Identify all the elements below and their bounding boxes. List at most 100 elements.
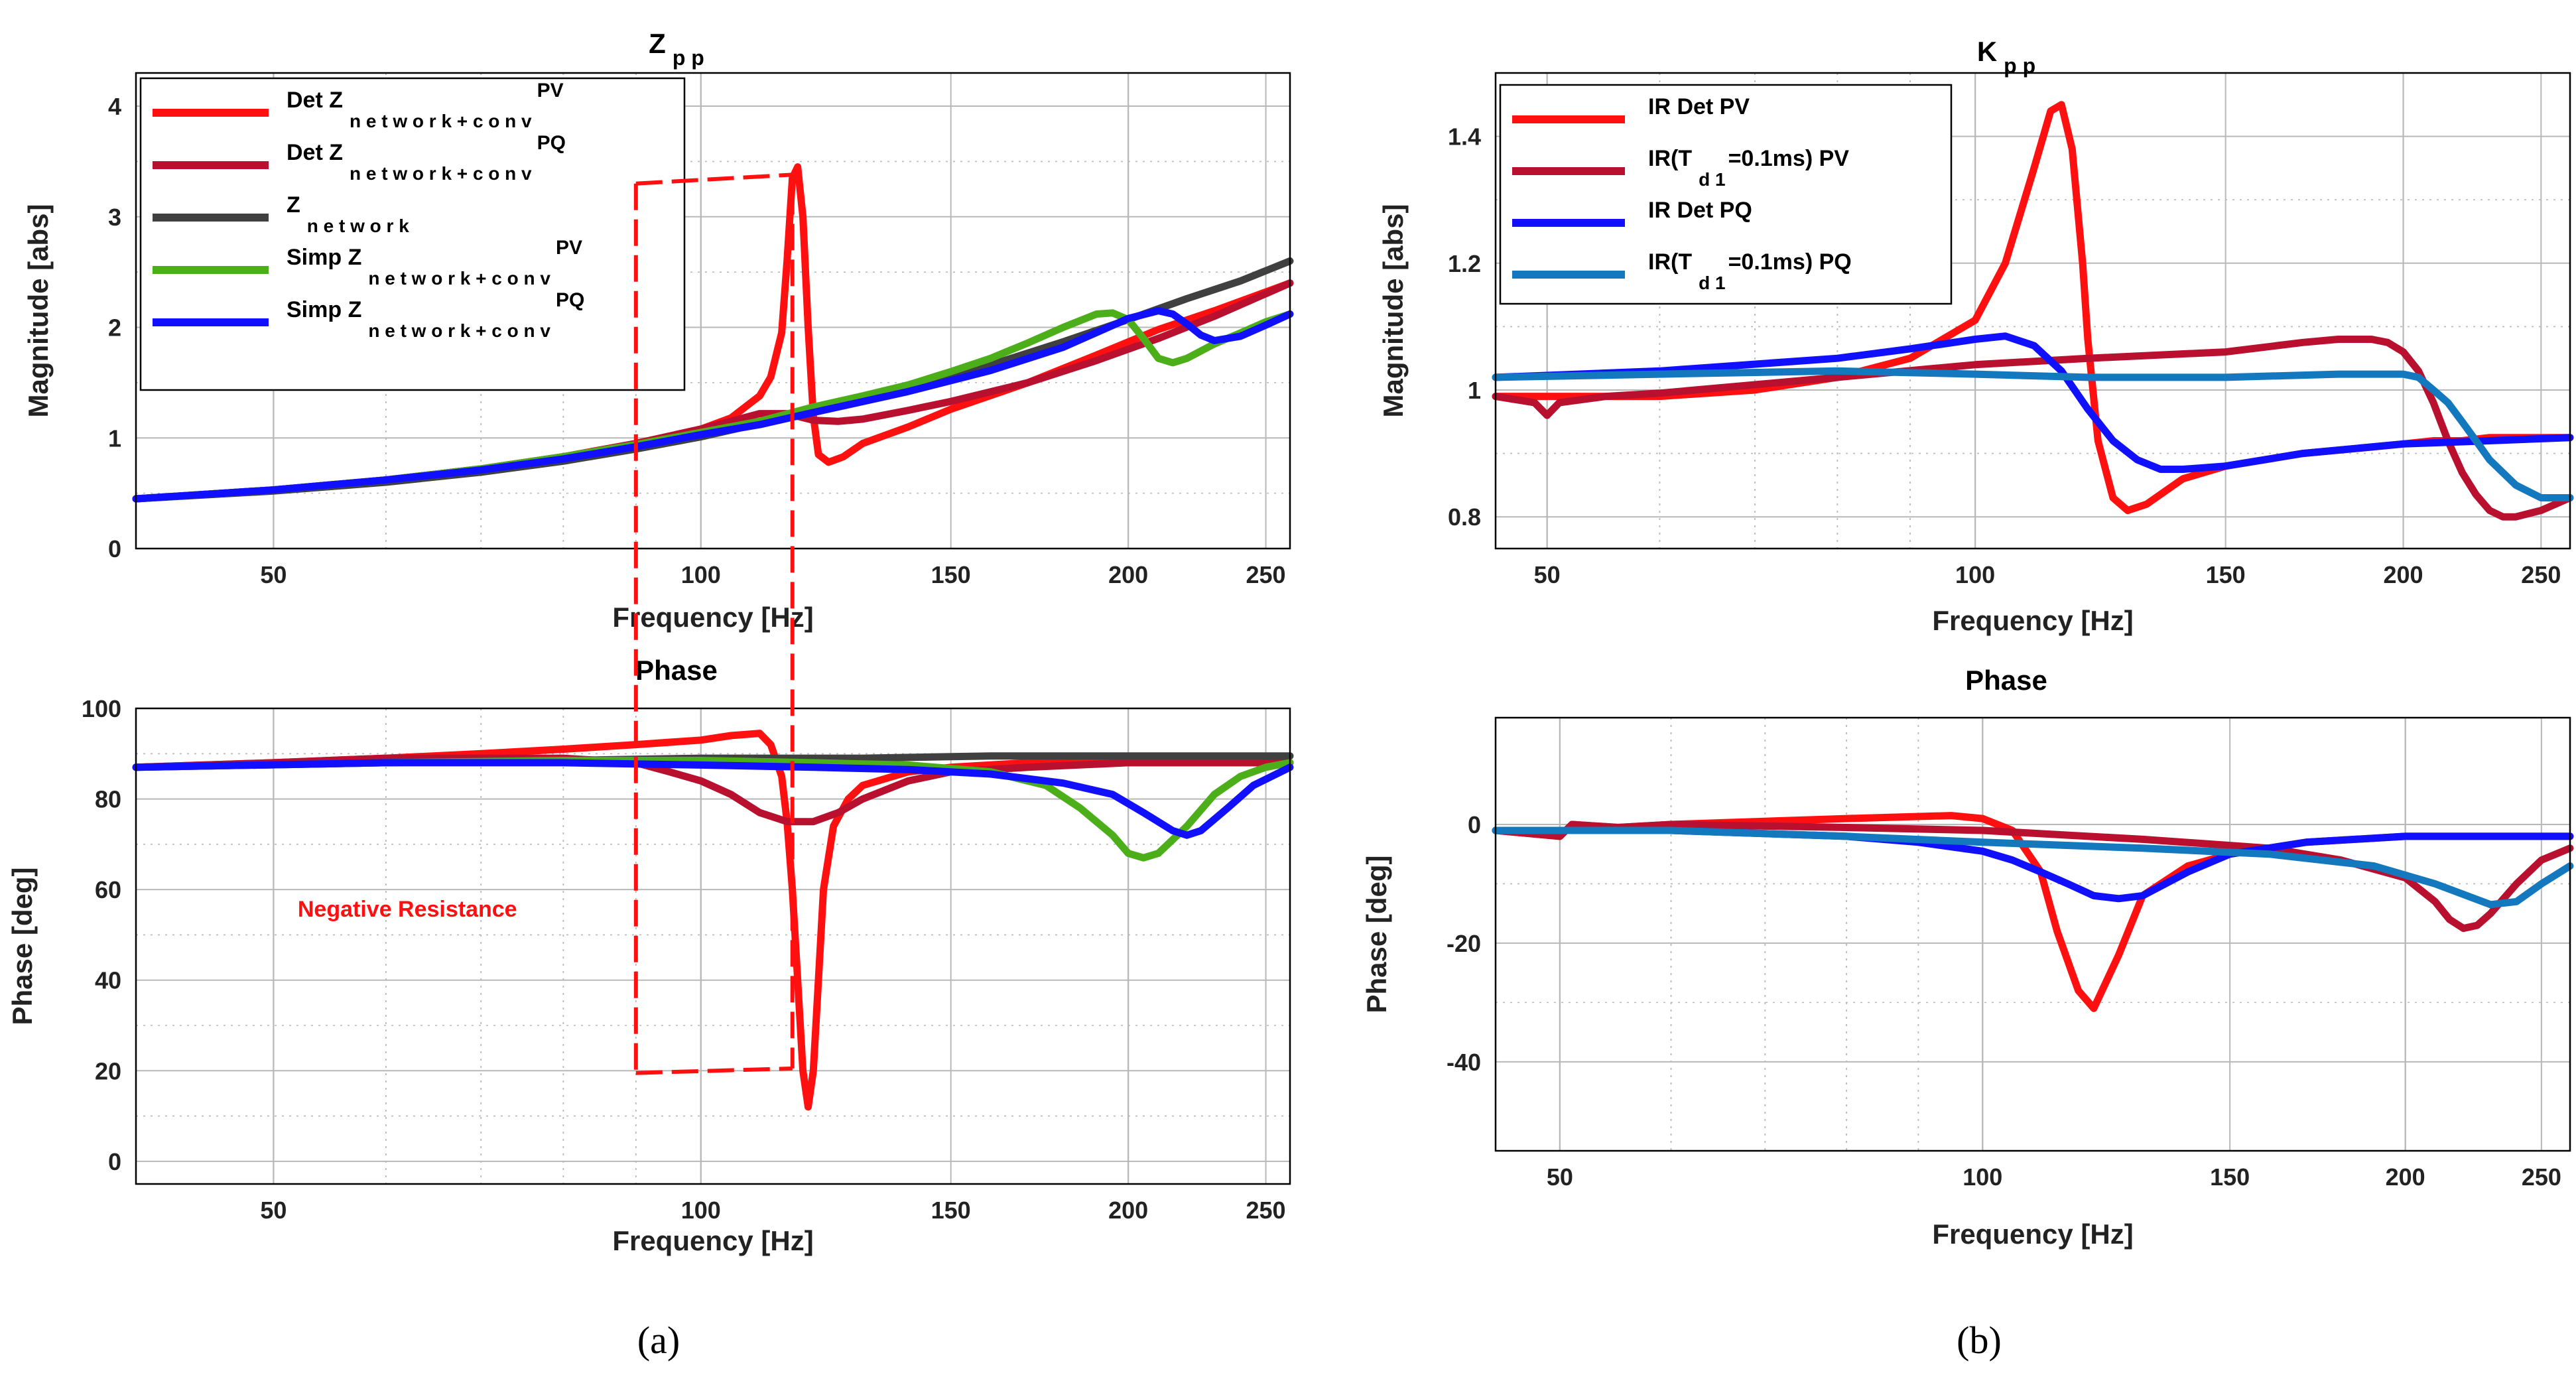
series-group [1492,812,2574,1012]
legend-text: Simp Z [287,297,361,322]
caption-b: (b) [1957,1319,2002,1362]
series-line [1492,332,2574,473]
x-tick-label: 200 [2386,1163,2425,1191]
legend-superscript: PV [556,237,582,259]
x-tick-label: 200 [2384,561,2423,588]
panel-title: Phase [635,655,718,686]
x-tick-label: 150 [931,561,971,588]
legend-entry: Simp Z n e t w o r k + c o n v PV [287,237,582,289]
legend-entry: IR(T d 1=0.1ms) PV [1648,146,1849,190]
y-tick-label: 80 [95,786,121,813]
legend-subscript: n e t w o r k + c o n v [350,163,532,184]
legend-text: IR(T [1648,146,1692,171]
legend-text: Z [287,192,300,218]
series-line [1492,336,2574,521]
annotation-negative-resistance: Negative Resistance [298,897,517,922]
x-tick-label: 100 [1963,1163,2002,1191]
series-group [132,163,1294,503]
legend-entry: Zn e t w o r k [287,192,409,236]
y-tick-label: -20 [1447,930,1481,957]
series-group [1492,101,2574,521]
y-tick-label: 0 [108,535,121,562]
x-axis-label: Frequency [Hz] [1932,1218,2133,1250]
x-tick-label: 150 [2210,1163,2250,1191]
x-tick-label: 150 [2206,561,2246,588]
axes-frame [1494,72,2571,550]
y-tick-label: 1 [1468,377,1481,404]
legend-subscript: n e t w o r k + c o n v [350,111,532,131]
legend-entry: Det Z n e t w o r k + c o n vPV [287,80,564,131]
dashed-frame-bottom [635,1066,793,1075]
legend: IR Det PV IR(Td 1=0.1ms) PV IR Det PQ IR(T… [1499,84,1953,305]
x-tick-label: 100 [681,561,721,588]
y-tick-label: 0 [108,1148,121,1175]
legend-subscript: d 1 [1699,273,1725,293]
legend-text: Simp Z [287,245,361,270]
y-tick-label: 3 [108,204,121,231]
legend-superscript: PQ [556,289,584,311]
legend-text: IR Det PV [1648,94,1750,119]
title-main: K [1977,36,1997,67]
x-tick-label: 100 [681,1197,721,1224]
annotation-overlay: Negative Resistance [298,172,795,1075]
legend-text: Det Z [287,88,343,113]
axes-frame [135,707,1291,1185]
legend-box [139,77,686,391]
title-subscript: p p [2004,54,2035,78]
legend-text: IR(T [1648,249,1692,275]
y-axis-label: Phase [deg] [1361,855,1392,1013]
legend-subscript: n e t w o r k [307,216,409,236]
series-line [132,759,1294,839]
x-axis-label: Frequency [Hz] [612,1225,813,1256]
y-axis-label: Phase [deg] [7,867,38,1025]
x-tick-label: 50 [1534,561,1561,588]
x-tick-label: 50 [260,561,287,588]
y-axis-label: Magnitude [abs] [23,204,54,418]
legend-entry: IR Det PQ [1648,198,1752,223]
legend-entry: Simp Z n e t w o r k + c o n v PQ [287,289,584,341]
y-tick-label: 1 [108,425,121,452]
y-tick-label: 2 [108,314,121,342]
x-tick-label: 150 [931,1197,971,1224]
panel-b_mag: 50 100 150 200 250 0.8 1 1.2 1.4 Frequency [Hz] Ma… [1378,36,2574,636]
y-tick-label: 100 [82,695,121,722]
x-tick-label: 250 [2521,561,2561,588]
x-tick-label: 50 [260,1197,287,1224]
panel-title: Phase [1965,665,2047,696]
legend-text-tail: =0.1ms) PQ [1728,249,1852,275]
legend-superscript: PV [537,80,564,101]
series-line [1492,367,2574,501]
grid-lines [1496,718,2570,1151]
x-tick-label: 100 [1955,561,1995,588]
axes-frame [135,72,1291,550]
x-tick-label: 200 [1108,1197,1148,1224]
legend-entry: IR(T d 1=0.1ms) PQ [1648,249,1852,293]
series-line [132,757,1294,862]
y-tick-label: 4 [108,93,121,120]
legend-text: IR Det PQ [1648,198,1752,223]
panel-b_phase: 50 100 150 200 250 0 -20 -40 Frequency [Hz] Phase… [1361,665,2574,1250]
y-tick-label: 1.4 [1448,123,1481,151]
x-axis-label: Frequency [Hz] [612,602,813,633]
x-tick-label: 250 [2522,1163,2561,1191]
y-tick-label: -40 [1447,1049,1481,1076]
y-axis-label: Magnitude [abs] [1378,204,1409,418]
title-subscript: p p [673,46,704,70]
y-tick-label: 60 [95,876,121,903]
title-main: Z [649,28,666,59]
title-main: Phase [1965,665,2047,696]
y-tick-label: 1.2 [1448,250,1481,277]
legend-superscript: PQ [537,132,566,154]
x-tick-label: 250 [1246,1197,1286,1224]
series-group [132,730,1294,1111]
legend-text: Det Z [287,140,343,165]
plot-area [136,708,1290,1184]
x-tick-label: 200 [1108,561,1148,588]
x-tick-label: 50 [1547,1163,1573,1191]
legend-entry: IR Det PV [1648,94,1750,119]
